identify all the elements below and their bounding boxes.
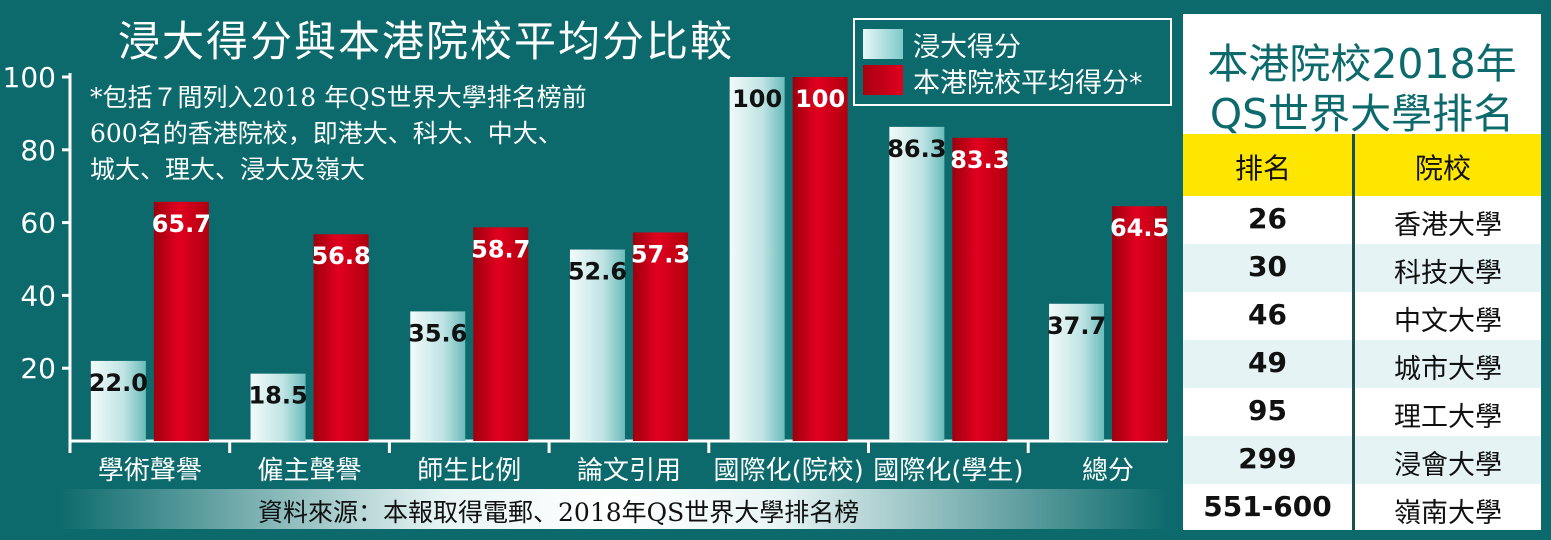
category-label: 國際化(院校): [714, 456, 864, 486]
y-tick-label: 20: [20, 352, 56, 385]
bar-chart: 20 40 60 80 100 22.0 65.7 學術聲譽 18.5 56.8 僱主聲譽 35.6 5…: [3, 61, 1170, 486]
footnote: *包括７間列入2018 年QS世界大學排名榜前 600名的香港院校，即港大、科大…: [90, 83, 587, 184]
ranking-rank: 26: [1248, 202, 1287, 235]
ranking-panel: 本港院校2018年 QS世界大學排名 排名 院校 26 香港大學 30 科技大學…: [1183, 14, 1541, 530]
bar-average: [632, 232, 688, 441]
category-label: 僱主聲譽: [258, 456, 362, 486]
legend-label-hkbu: 浸大得分: [913, 31, 1021, 63]
bar-hkbu: [410, 311, 466, 441]
ranking-title-line1: 本港院校2018年: [1207, 40, 1517, 88]
data-label-average: 57.3: [631, 240, 690, 268]
ranking-rank: 299: [1238, 442, 1297, 475]
legend-item-hkbu: 浸大得分: [863, 29, 1021, 63]
bar-hkbu: [889, 126, 945, 442]
bar-hkbu: [1049, 303, 1105, 441]
bar-hkbu: [569, 249, 625, 441]
ranking-rank: 49: [1248, 346, 1287, 379]
ranking-rank: 46: [1248, 298, 1287, 331]
ranking-header-rank: 排名: [1235, 152, 1292, 185]
data-label-hkbu: 37.7: [1047, 312, 1106, 340]
chart-title: 浸大得分與本港院校平均分比較: [118, 17, 735, 66]
bar-average: [473, 227, 529, 441]
ranking-row: 551-600 嶺南大學: [1183, 484, 1541, 532]
ranking-school: 嶺南大學: [1394, 498, 1502, 529]
legend-item-average: 本港院校平均得分*: [863, 65, 1143, 99]
ranking-row: 30 科技大學: [1183, 244, 1541, 292]
data-label-hkbu: 35.6: [408, 319, 467, 347]
category-label: 學術聲譽: [98, 456, 202, 486]
data-label-average: 83.3: [950, 146, 1009, 174]
data-label-hkbu: 86.3: [887, 135, 946, 163]
y-tick-label: 80: [20, 134, 56, 167]
bar-hkbu: [729, 77, 785, 441]
ranking-rank: 551-600: [1203, 490, 1332, 523]
data-label-hkbu: 18.5: [248, 382, 307, 410]
ranking-row: 95 理工大學: [1183, 388, 1541, 436]
data-label-hkbu: 22.0: [89, 369, 148, 397]
ranking-row: 26 香港大學: [1183, 196, 1541, 244]
bar-average: [313, 234, 369, 441]
ranking-school: 科技大學: [1394, 258, 1502, 289]
ranking-header: 排名 院校: [1183, 134, 1541, 196]
legend-swatch-hkbu: [863, 29, 903, 59]
y-tick-label: 60: [20, 207, 56, 240]
ranking-school: 城市大學: [1394, 354, 1502, 385]
data-label-average: 64.5: [1110, 214, 1169, 242]
ranking-rank: 30: [1248, 250, 1287, 283]
ranking-rank: 95: [1248, 394, 1287, 427]
bar-hkbu: [90, 360, 146, 441]
category-label: 國際化(學生): [873, 456, 1023, 486]
ranking-school: 浸會大學: [1394, 450, 1502, 481]
bar-average: [153, 201, 209, 441]
ranking-header-school: 院校: [1415, 152, 1472, 185]
ranking-row: 46 中文大學: [1183, 292, 1541, 340]
bar-average: [952, 137, 1008, 441]
ranking-row: 299 浸會大學: [1183, 436, 1541, 484]
y-tick-label: 40: [20, 279, 56, 312]
data-label-hkbu: 100: [732, 85, 782, 113]
legend-swatch-average: [863, 65, 903, 95]
category-label: 總分: [1082, 456, 1134, 486]
category-label: 論文引用: [577, 456, 681, 486]
data-label-average: 100: [795, 85, 845, 113]
source-text: 資料來源：本報取得電郵、2018年QS世界大學排名榜: [258, 498, 860, 527]
category-label: 師生比例: [417, 456, 521, 486]
ranking-title-line2: QS世界大學排名: [1209, 90, 1515, 138]
legend-label-average: 本港院校平均得分*: [913, 67, 1143, 99]
ranking-school: 中文大學: [1394, 306, 1502, 337]
data-label-average: 56.8: [311, 242, 370, 270]
ranking-school: 理工大學: [1394, 402, 1502, 433]
y-tick-label: 100: [3, 61, 56, 94]
data-label-average: 65.7: [152, 210, 211, 238]
ranking-divider: [1352, 134, 1355, 530]
data-label-hkbu: 52.6: [568, 258, 627, 286]
bar-average: [1112, 206, 1168, 441]
bar-hkbu: [250, 373, 306, 441]
legend: 浸大得分 本港院校平均得分*: [853, 18, 1172, 106]
bar-average: [792, 77, 848, 441]
ranking-school: 香港大學: [1394, 210, 1502, 241]
ranking-row: 49 城市大學: [1183, 340, 1541, 388]
data-label-average: 58.7: [471, 235, 530, 263]
source-band: [58, 489, 1168, 529]
